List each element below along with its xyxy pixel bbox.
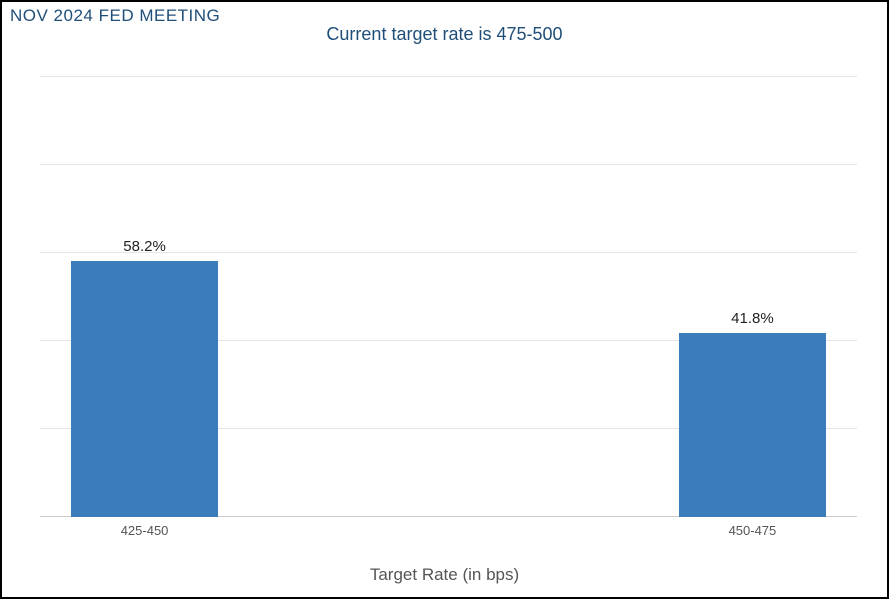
x-tick-label: 425-450 <box>121 523 169 538</box>
bar <box>679 333 826 517</box>
chart-title: NOV 2024 FED MEETING <box>10 6 220 26</box>
plot-area: 58.2%425-45041.8%450-475 <box>40 77 857 517</box>
chart-subtitle: Current target rate is 475-500 <box>2 24 887 45</box>
bar-value-label: 41.8% <box>731 310 774 327</box>
gridline <box>40 164 857 165</box>
x-tick-label: 450-475 <box>729 523 777 538</box>
bar-value-label: 58.2% <box>123 238 166 255</box>
bar <box>71 261 218 517</box>
fed-meeting-chart: NOV 2024 FED MEETING Current target rate… <box>0 0 889 599</box>
x-axis-title: Target Rate (in bps) <box>2 565 887 585</box>
gridline <box>40 76 857 77</box>
